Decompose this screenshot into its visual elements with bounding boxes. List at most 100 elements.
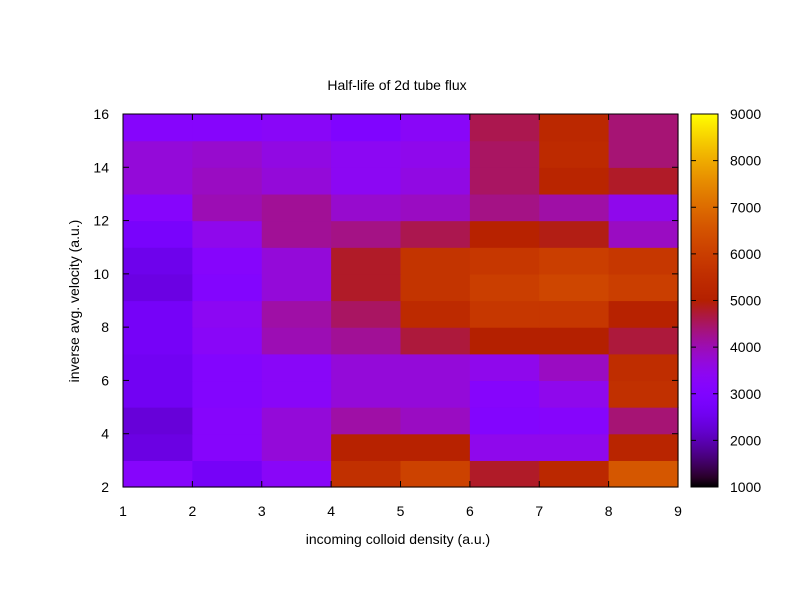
heatmap-cell — [261, 247, 332, 275]
heatmap-cell — [331, 353, 402, 382]
heatmap-cell — [608, 273, 679, 302]
heatmap-cell — [469, 433, 540, 461]
heatmap-cell — [261, 167, 332, 195]
x-tick-label: 4 — [327, 503, 335, 519]
heatmap-cell — [123, 247, 193, 275]
heatmap-cell — [331, 460, 402, 488]
heatmap-cell — [400, 300, 471, 328]
heatmap-cell — [469, 140, 540, 168]
heatmap-cell — [192, 353, 263, 382]
heatmap-cell — [261, 380, 332, 408]
heatmap-cell — [331, 300, 402, 328]
heatmap-cell — [123, 114, 193, 142]
colorbar-tick-label: 5000 — [730, 293, 761, 309]
heatmap-cell — [539, 114, 610, 142]
heatmap-cell — [123, 407, 193, 435]
colorbar-tick-label: 3000 — [730, 386, 761, 402]
y-tick-label: 8 — [101, 319, 109, 335]
heatmap-cell — [331, 114, 402, 142]
heatmap-cell — [331, 273, 402, 302]
x-tick-label: 6 — [466, 503, 474, 519]
heatmap-cell — [539, 460, 610, 488]
heatmap-cell — [400, 407, 471, 435]
heatmap-cell — [608, 193, 679, 222]
heatmap-cell — [608, 327, 679, 355]
heatmap-cell — [539, 193, 610, 222]
heatmap-cell — [400, 460, 471, 488]
heatmap-cell — [469, 300, 540, 328]
x-tick-label: 8 — [605, 503, 613, 519]
heatmap-cell — [192, 140, 263, 168]
x-tick-label: 3 — [258, 503, 266, 519]
heatmap-cell — [123, 327, 193, 355]
heatmap-cell — [539, 220, 610, 248]
heatmap-cell — [400, 220, 471, 248]
heatmap-cell — [400, 114, 471, 142]
heatmap-cell — [400, 193, 471, 222]
heatmap-cell — [469, 193, 540, 222]
heatmap-cell — [331, 247, 402, 275]
heatmap-cell — [469, 220, 540, 248]
heatmap-cell — [400, 247, 471, 275]
heatmap-cell — [192, 167, 263, 195]
y-tick-label: 16 — [93, 106, 109, 122]
colorbar-tick-label: 7000 — [730, 199, 761, 215]
chart-title: Half-life of 2d tube flux — [327, 77, 466, 93]
heatmap-cell — [539, 407, 610, 435]
colorbar-tick-label: 6000 — [730, 246, 761, 262]
heatmap-cell — [400, 167, 471, 195]
colorbar-tick-label: 2000 — [730, 432, 761, 448]
heatmap-cell — [331, 167, 402, 195]
y-tick-label: 6 — [101, 372, 109, 388]
heatmap-cell — [331, 140, 402, 168]
heatmap-cell — [261, 193, 332, 222]
heatmap-cell — [539, 300, 610, 328]
heatmap-cell — [192, 247, 263, 275]
heatmap-cell — [400, 273, 471, 302]
heatmap-cell — [539, 433, 610, 461]
heatmap-cell — [608, 247, 679, 275]
heatmap-cell — [192, 407, 263, 435]
heatmap-cell — [331, 433, 402, 461]
heatmap-cell — [331, 220, 402, 248]
heatmap-cell — [331, 193, 402, 222]
heatmap-cell — [123, 167, 193, 195]
heatmap-cell — [261, 327, 332, 355]
heatmap-cell — [123, 460, 193, 488]
heatmap-cell — [192, 300, 263, 328]
x-tick-label: 9 — [674, 503, 682, 519]
x-axis-label: incoming colloid density (a.u.) — [306, 531, 490, 547]
heatmap-cell — [608, 433, 679, 461]
heatmap-cell — [192, 460, 263, 488]
heatmap-cell — [331, 380, 402, 408]
x-tick-label: 7 — [535, 503, 543, 519]
heatmap-cell — [469, 353, 540, 382]
heatmap-cell — [261, 273, 332, 302]
heatmap-cell — [608, 300, 679, 328]
heatmap-cell — [539, 167, 610, 195]
heatmap-cell — [192, 327, 263, 355]
heatmap-cell — [469, 460, 540, 488]
heatmap-cell — [539, 140, 610, 168]
x-tick-label: 2 — [188, 503, 196, 519]
heatmap-cell — [123, 380, 193, 408]
heatmap-cell — [123, 193, 193, 222]
heatmap-cell — [469, 114, 540, 142]
colorbar-tick-label: 1000 — [730, 479, 761, 495]
heatmap-cells — [123, 114, 679, 488]
heatmap-cell — [331, 407, 402, 435]
heatmap-cell — [400, 433, 471, 461]
colorbar-tick-label: 9000 — [730, 106, 761, 122]
heatmap-cell — [192, 220, 263, 248]
heatmap-cell — [123, 220, 193, 248]
heatmap-cell — [608, 460, 679, 488]
heatmap-cell — [469, 273, 540, 302]
heatmap-cell — [539, 380, 610, 408]
heatmap-cell — [123, 353, 193, 382]
heatmap-cell — [261, 114, 332, 142]
heatmap-cell — [261, 220, 332, 248]
heatmap-cell — [261, 353, 332, 382]
heatmap-cell — [608, 140, 679, 168]
heatmap-cell — [261, 140, 332, 168]
